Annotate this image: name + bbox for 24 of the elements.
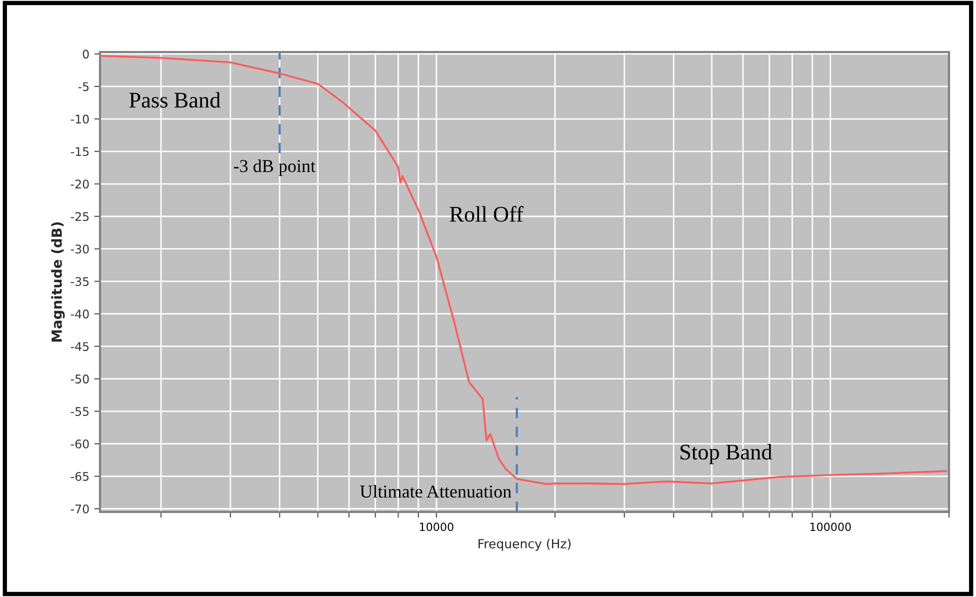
- y-tick-label: -20: [70, 180, 89, 189]
- y-tick-label: 0: [82, 50, 89, 59]
- y-tick-label: -10: [70, 114, 89, 124]
- y-tick-label: -15: [70, 147, 89, 156]
- y-tick-label: -30: [70, 244, 89, 254]
- y-axis-title: Magnitude (dB): [51, 222, 65, 342]
- ref-line-label: Ultimate Attenuation: [360, 484, 512, 498]
- y-tick-label: -70: [70, 504, 89, 514]
- annotation: Pass Band: [129, 92, 220, 108]
- y-tick-label: -40: [70, 310, 89, 318]
- y-tick-label: -65: [70, 472, 89, 481]
- y-tick-label: -60: [70, 440, 89, 448]
- x-tick-label: 100000: [810, 522, 851, 532]
- y-tick-label: -5: [78, 82, 89, 92]
- y-tick-label: -45: [70, 342, 89, 351]
- annotation: Roll Off: [450, 206, 524, 222]
- ref-line-label: -3 dB point: [234, 159, 316, 176]
- y-tick-label: -55: [70, 407, 89, 416]
- y-tick-label: -35: [70, 277, 89, 286]
- y-tick-label: -50: [70, 374, 89, 384]
- y-tick-label: -25: [70, 212, 89, 222]
- annotation: Stop Band: [680, 444, 772, 464]
- x-tick-label: 10000: [420, 522, 454, 532]
- x-axis-title: Frequency (Hz): [478, 538, 571, 551]
